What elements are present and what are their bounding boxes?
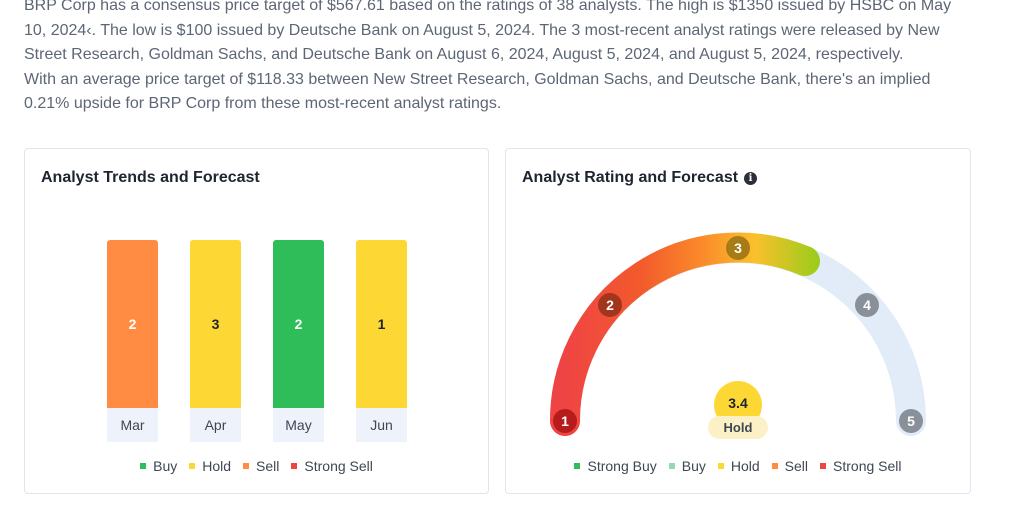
legend-swatch — [717, 463, 724, 469]
legend-swatch — [189, 463, 196, 469]
month-label: Apr — [190, 408, 241, 442]
legend-label: Hold — [202, 458, 232, 474]
month-label: May — [273, 408, 324, 442]
bar-column[interactable]: 2 May — [273, 240, 324, 442]
gauge-marker-2[interactable]: 2 — [598, 293, 622, 317]
legend-swatch — [243, 463, 250, 469]
bar-column[interactable]: 1 Jun — [356, 240, 407, 442]
bar[interactable]: 2 — [107, 240, 158, 408]
legend-item-hold[interactable]: Hold — [189, 458, 231, 474]
bar[interactable]: 1 — [356, 240, 407, 408]
analyst-trends-title: Analyst Trends and Forecast — [41, 169, 260, 186]
legend-item-strong-buy[interactable]: Strong Buy — [574, 458, 657, 474]
legend-label: Sell — [784, 458, 809, 474]
legend-label: Strong Buy — [587, 458, 657, 474]
gauge-marker-1[interactable]: 1 — [553, 409, 577, 433]
month-label: Jun — [356, 408, 407, 442]
bar[interactable]: 2 — [273, 240, 324, 408]
rating-label: Hold — [708, 416, 768, 439]
gauge-marker-label: 4 — [863, 297, 871, 313]
bar-column[interactable]: 2 Mar — [107, 240, 158, 442]
article-line: 0.21% upside for BRP Corp from these mos… — [24, 95, 502, 112]
bar-value: 2 — [294, 316, 303, 332]
analyst-rating-title: Analyst Rating and Forecast i — [522, 169, 758, 187]
bar-value: 2 — [128, 316, 137, 332]
gauge-marker-label: 2 — [606, 297, 614, 313]
legend-item-sell[interactable]: Sell — [771, 458, 809, 474]
legend-item-strong-sell[interactable]: Strong Sell — [820, 458, 902, 474]
legend-label: Strong Sell — [833, 458, 902, 474]
legend-label: Sell — [256, 458, 280, 474]
legend-item-strong-sell[interactable]: Strong Sell — [291, 458, 373, 474]
analyst-rating-card: Analyst Rating and Forecast i 1 2 3 — [505, 148, 971, 494]
article-text: BRP Corp has a consensus price target of… — [24, 0, 984, 117]
legend-label: Strong Sell — [304, 458, 373, 474]
rating-gauge: 1 2 3 4 5 — [549, 232, 926, 436]
analyst-rating-title-text: Analyst Rating and Forecast — [522, 169, 739, 186]
article-line: 10, 2024‹. The low is $100 issued by Deu… — [24, 21, 940, 39]
legend-swatch — [140, 463, 147, 469]
info-icon[interactable]: i — [744, 172, 758, 185]
article-line: With an average price target of $118.33 … — [24, 70, 931, 88]
legend-label: Buy — [681, 458, 706, 474]
legend-swatch — [291, 463, 298, 469]
trends-legend: Buy Hold Sell Strong Sell — [25, 458, 488, 474]
legend-swatch — [668, 463, 675, 469]
bar-value: 1 — [377, 316, 386, 332]
article-line: Street Research, Goldman Sachs, and Deut… — [24, 46, 904, 63]
legend-swatch — [820, 463, 827, 469]
gauge-marker-label: 3 — [734, 240, 742, 256]
legend-item-sell[interactable]: Sell — [243, 458, 279, 474]
legend-swatch — [574, 463, 581, 469]
gauge-marker-label: 1 — [561, 413, 569, 429]
bar-value: 3 — [211, 316, 220, 332]
rating-legend: Strong Buy Buy Hold Sell Strong Sell — [506, 458, 970, 474]
legend-item-buy[interactable]: Buy — [668, 458, 706, 474]
bar-column[interactable]: 3 Apr — [190, 240, 241, 442]
analyst-trends-card: Analyst Trends and Forecast 2 Mar 3 Apr … — [24, 148, 489, 494]
legend-swatch — [771, 463, 778, 469]
month-label: Mar — [107, 408, 158, 442]
gauge-marker-3[interactable]: 3 — [726, 236, 750, 260]
gauge-marker-label: 5 — [907, 413, 915, 429]
gauge-marker-4[interactable]: 4 — [855, 293, 879, 317]
legend-label: Hold — [730, 458, 760, 474]
legend-item-hold[interactable]: Hold — [717, 458, 760, 474]
gauge-marker-5[interactable]: 5 — [899, 409, 923, 433]
legend-item-buy[interactable]: Buy — [140, 458, 177, 474]
gauge-fill — [549, 232, 820, 436]
article-line: BRP Corp has a consensus price target of… — [24, 0, 952, 14]
legend-label: Buy — [153, 458, 178, 474]
bar[interactable]: 3 — [190, 240, 241, 408]
